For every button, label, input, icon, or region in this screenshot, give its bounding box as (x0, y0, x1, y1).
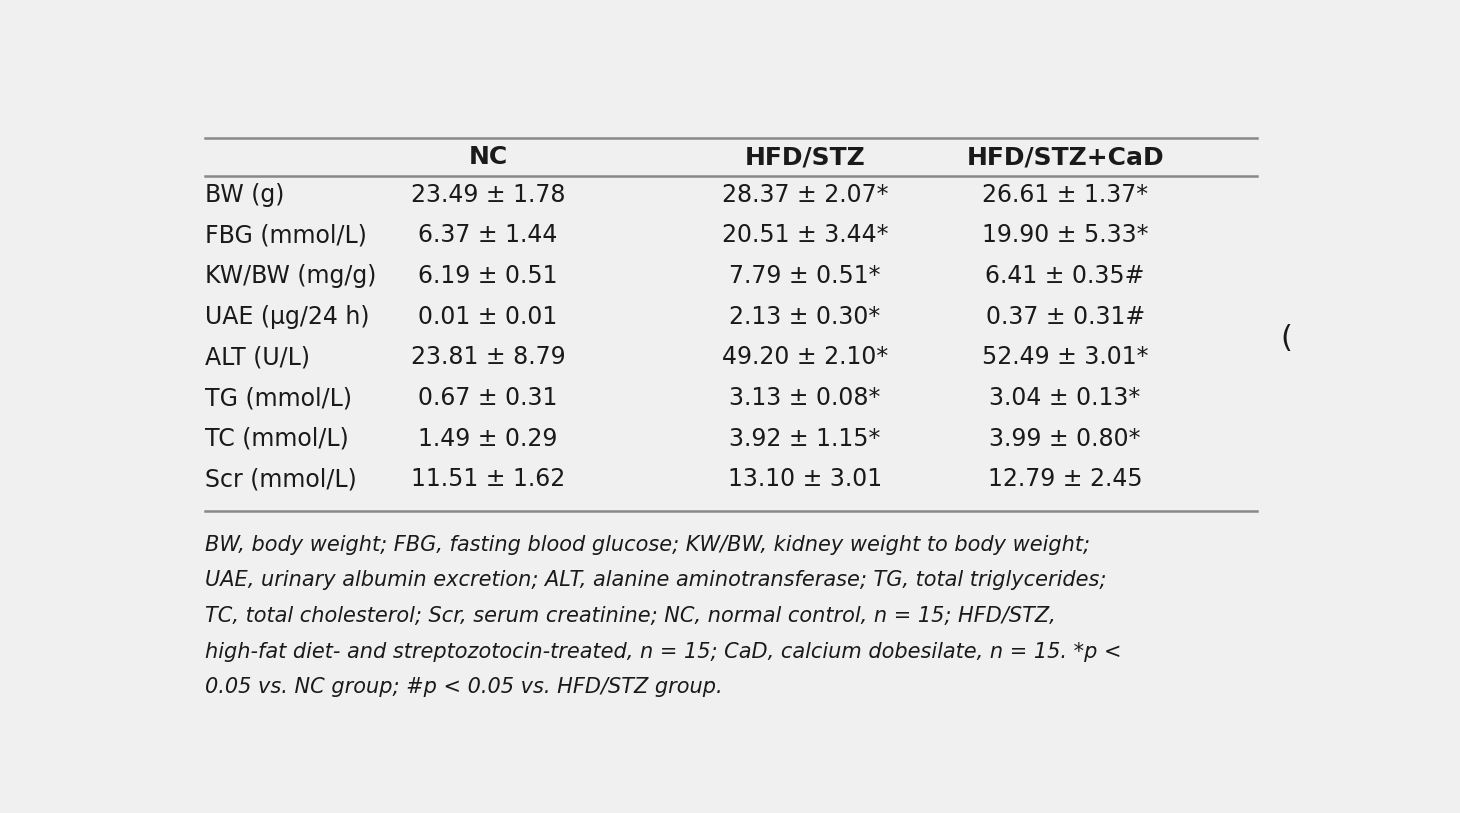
Text: 12.79 ± 2.45: 12.79 ± 2.45 (988, 467, 1142, 491)
Text: 3.04 ± 0.13*: 3.04 ± 0.13* (990, 386, 1140, 410)
Text: high-fat diet- and streptozotocin-treated, n = 15; CaD, calcium dobesilate, n = : high-fat diet- and streptozotocin-treate… (204, 641, 1121, 662)
Text: 6.19 ± 0.51: 6.19 ± 0.51 (418, 264, 558, 288)
Text: 23.81 ± 8.79: 23.81 ± 8.79 (410, 346, 565, 369)
Text: NC: NC (469, 145, 508, 169)
Text: 1.49 ± 0.29: 1.49 ± 0.29 (419, 427, 558, 450)
Text: 3.99 ± 0.80*: 3.99 ± 0.80* (990, 427, 1140, 450)
Text: HFD/STZ+CaD: HFD/STZ+CaD (967, 145, 1164, 169)
Text: 2.13 ± 0.30*: 2.13 ± 0.30* (729, 305, 880, 328)
Text: 0.05 vs. NC group; #p < 0.05 vs. HFD/STZ group.: 0.05 vs. NC group; #p < 0.05 vs. HFD/STZ… (204, 677, 723, 698)
Text: 7.79 ± 0.51*: 7.79 ± 0.51* (729, 264, 880, 288)
Text: Scr (mmol/L): Scr (mmol/L) (204, 467, 356, 491)
Text: ALT (U/L): ALT (U/L) (204, 346, 310, 369)
Text: KW/BW (mg/g): KW/BW (mg/g) (204, 264, 377, 288)
Text: 13.10 ± 3.01: 13.10 ± 3.01 (727, 467, 882, 491)
Text: 3.13 ± 0.08*: 3.13 ± 0.08* (729, 386, 880, 410)
Text: BW (g): BW (g) (204, 183, 285, 207)
Text: 26.61 ± 1.37*: 26.61 ± 1.37* (983, 183, 1148, 207)
Text: 20.51 ± 3.44*: 20.51 ± 3.44* (721, 224, 888, 247)
Text: 3.92 ± 1.15*: 3.92 ± 1.15* (729, 427, 880, 450)
Text: TG (mmol/L): TG (mmol/L) (204, 386, 352, 410)
Text: HFD/STZ: HFD/STZ (745, 145, 866, 169)
Text: BW, body weight; FBG, fasting blood glucose; KW/BW, kidney weight to body weight: BW, body weight; FBG, fasting blood gluc… (204, 534, 1091, 554)
Text: TC, total cholesterol; Scr, serum creatinine; NC, normal control, n = 15; HFD/ST: TC, total cholesterol; Scr, serum creati… (204, 606, 1056, 626)
Text: 0.67 ± 0.31: 0.67 ± 0.31 (419, 386, 558, 410)
Text: 19.90 ± 5.33*: 19.90 ± 5.33* (981, 224, 1149, 247)
Text: 6.41 ± 0.35#: 6.41 ± 0.35# (986, 264, 1145, 288)
Text: UAE (µg/24 h): UAE (µg/24 h) (204, 305, 369, 328)
Text: 0.37 ± 0.31#: 0.37 ± 0.31# (986, 305, 1145, 328)
Text: 49.20 ± 2.10*: 49.20 ± 2.10* (721, 346, 888, 369)
Text: 23.49 ± 1.78: 23.49 ± 1.78 (410, 183, 565, 207)
Text: FBG (mmol/L): FBG (mmol/L) (204, 224, 366, 247)
Text: UAE, urinary albumin excretion; ALT, alanine aminotransferase; TG, total triglyc: UAE, urinary albumin excretion; ALT, ala… (204, 570, 1107, 590)
Text: (: ( (1280, 324, 1292, 353)
Text: 11.51 ± 1.62: 11.51 ± 1.62 (410, 467, 565, 491)
Text: 28.37 ± 2.07*: 28.37 ± 2.07* (721, 183, 888, 207)
Text: 52.49 ± 3.01*: 52.49 ± 3.01* (981, 346, 1149, 369)
Text: 0.01 ± 0.01: 0.01 ± 0.01 (419, 305, 558, 328)
Text: TC (mmol/L): TC (mmol/L) (204, 427, 349, 450)
Text: 6.37 ± 1.44: 6.37 ± 1.44 (419, 224, 558, 247)
